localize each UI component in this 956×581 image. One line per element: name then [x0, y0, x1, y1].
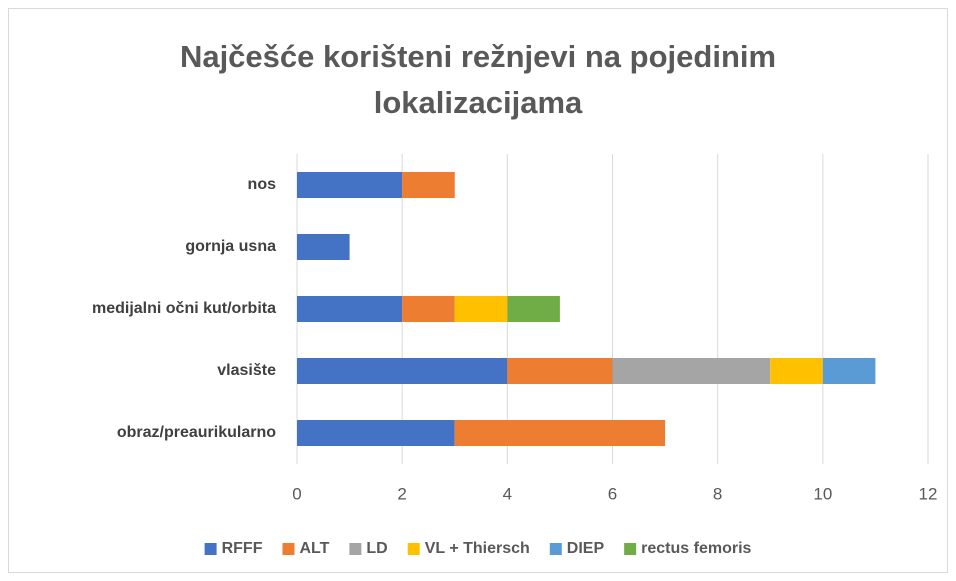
chart-title: Najčešće korišteni režnjevi na pojedinim… — [179, 39, 777, 120]
x-tick-label: 10 — [813, 484, 832, 503]
legend-swatch — [549, 543, 562, 555]
x-tick-label: 6 — [608, 484, 617, 503]
x-tick-label: 4 — [503, 484, 512, 503]
chart-border — [8, 8, 948, 573]
bar-segment — [297, 296, 403, 322]
bar-segment — [507, 358, 613, 384]
legend-swatch — [349, 543, 362, 555]
legend-swatch — [282, 543, 295, 555]
y-tick-label: vlasište — [217, 362, 276, 379]
x-tick-label: 0 — [292, 484, 301, 503]
bar-segment — [297, 358, 508, 384]
bar-segment — [402, 172, 455, 198]
bar-segment — [770, 358, 823, 384]
legend-swatch — [204, 543, 217, 555]
bar-segment — [297, 420, 455, 446]
bar-segment — [822, 358, 876, 384]
legend-label: rectus femoris — [641, 540, 751, 557]
bar-segment — [297, 172, 403, 198]
bar-segment — [507, 296, 560, 322]
y-tick-label: obraz/preaurikularno — [117, 424, 276, 441]
legend-swatch — [624, 543, 637, 555]
x-tick-label: 8 — [713, 484, 722, 503]
bar-segment — [612, 358, 771, 384]
bar-segment — [454, 296, 508, 322]
legend-swatch — [407, 543, 420, 555]
legend-label: ALT — [299, 540, 329, 557]
bar-segment — [402, 296, 455, 322]
bar-segment — [454, 420, 666, 446]
legend-label: LD — [366, 540, 387, 557]
x-tick-label: 2 — [397, 484, 406, 503]
y-tick-label: medijalni očni kut/orbita — [92, 300, 276, 317]
bar-segment — [297, 234, 350, 260]
x-tick-label: 12 — [919, 484, 938, 503]
legend-label: VL + Thiersch — [425, 540, 530, 557]
y-tick-label: nos — [248, 176, 277, 193]
y-tick-label: gornja usna — [185, 238, 276, 255]
legend-label: RFFF — [222, 540, 263, 557]
legend-label: DIEP — [567, 540, 605, 557]
